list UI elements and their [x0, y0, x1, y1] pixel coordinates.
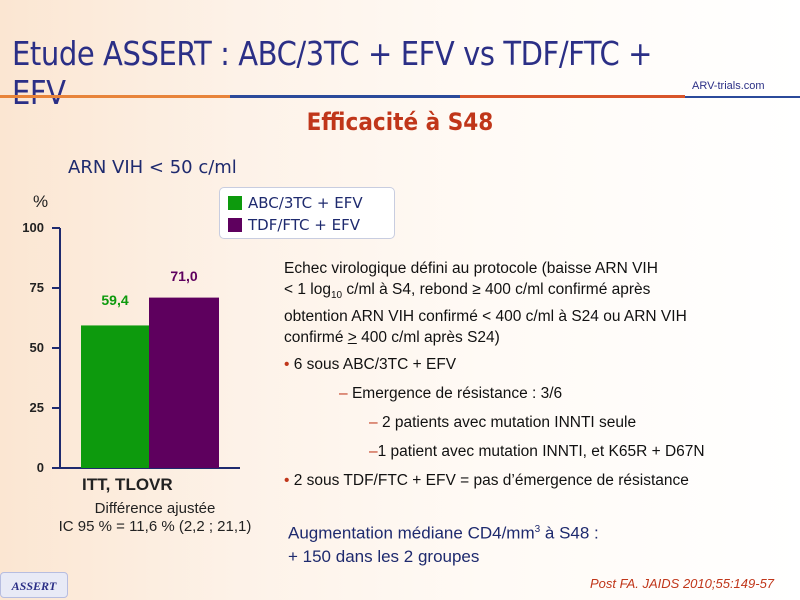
text: c/ml à S4, rebond ≥ 400 c/ml confirmé ap… — [342, 281, 651, 298]
bar-chart — [52, 227, 240, 469]
sub-bullet-item: – 2 patients avec mutation INNTI seule — [369, 414, 637, 432]
bullet-item: • 6 sous ABC/3TC + EFV — [284, 356, 457, 374]
legend-label: ABC/3TC + EFV — [248, 194, 363, 212]
text-line: < 1 log10 c/ml à S4, rebond ≥ 400 c/ml c… — [284, 279, 784, 306]
text-line: Echec virologique défini au protocole (b… — [284, 260, 658, 277]
sub-bullet-item: –1 patient avec mutation INNTI, et K65R … — [369, 443, 705, 461]
bar-value-label: 59,4 — [101, 292, 129, 309]
text-line: obtention ARN VIH confirmé < 400 c/ml à … — [284, 308, 687, 326]
text: Augmentation médiane CD4/mm — [288, 523, 535, 543]
text: < 1 log — [284, 281, 331, 298]
text: 400 c/ml après S24) — [356, 329, 500, 347]
reference: Post FA. JAIDS 2010;55:149-57 — [590, 576, 775, 591]
bullet-item: • 2 sous TDF/FTC + EFV = pas d’émergence… — [284, 472, 689, 490]
slide-title: Etude ASSERT : ABC/3TC + EFV vs TDF/FTC … — [12, 34, 653, 112]
text: à S48 : — [540, 523, 599, 543]
y-tick-label: 100 — [22, 220, 44, 235]
difference-annotation: Différence ajustée IC 95 % = 11,6 % (2,2… — [40, 500, 270, 536]
bullet-text: 6 sous ABC/3TC + EFV — [293, 356, 457, 374]
study-badge: ASSERT — [0, 572, 68, 598]
chart-legend: ABC/3TC + EFV TDF/FTC + EFV — [219, 187, 395, 239]
arv-trials-logo: ARV-trials.com — [692, 80, 765, 92]
legend-swatch-green — [228, 196, 242, 210]
bullet-text: 1 patient avec mutation INNTI, et K65R +… — [377, 443, 705, 461]
y-tick-label: 75 — [29, 280, 44, 295]
bar-value-label: 71,0 — [170, 267, 198, 284]
legend-label: TDF/FTC + EFV — [248, 216, 360, 234]
subscript: 10 — [330, 290, 343, 302]
bullet-text: 2 sous TDF/FTC + EFV = pas d’émergence d… — [293, 472, 689, 490]
slide-subtitle: Efficacité à S48 — [306, 108, 494, 136]
y-tick-label: 25 — [29, 400, 44, 415]
chart-title: ARN VIH < 50 c/ml — [68, 157, 237, 178]
annotation-line: Différence ajustée — [94, 500, 216, 517]
text-line: confirmé > 400 c/ml après S24) — [284, 327, 784, 348]
superscript: 3 — [534, 524, 541, 535]
y-tick-label: 0 — [36, 460, 44, 475]
cd4-text: Augmentation médiane CD4/mm3 à S48 : + 1… — [288, 518, 599, 568]
x-category-label: ITT, TLOVR — [82, 475, 173, 494]
y-axis-label: % — [33, 192, 49, 211]
legend-swatch-purple — [228, 218, 242, 232]
text: > — [347, 329, 357, 347]
text-line: + 150 dans les 2 groupes — [288, 546, 480, 566]
bullet-text: 2 patients avec mutation INNTI seule — [381, 414, 637, 432]
bar-tdf-ftc-efv — [149, 297, 219, 468]
bar-abc-3tc-efv — [81, 325, 149, 468]
bullet-text: Emergence de résistance : 3/6 — [351, 385, 563, 403]
virologic-failure-text: Echec virologique défini au protocole (b… — [284, 258, 784, 491]
legend-item: ABC/3TC + EFV — [228, 192, 386, 214]
y-tick-label: 50 — [29, 340, 44, 355]
legend-item: TDF/FTC + EFV — [228, 214, 386, 236]
text: confirmé — [284, 329, 348, 347]
sub-bullet-item: – Emergence de résistance : 3/6 — [339, 385, 563, 403]
annotation-line: IC 95 % = 11,6 % (2,2 ; 21,1) — [58, 518, 252, 535]
text-line: Augmentation médiane CD4/mm3 à S48 : — [288, 518, 599, 545]
title-divider — [0, 95, 800, 99]
